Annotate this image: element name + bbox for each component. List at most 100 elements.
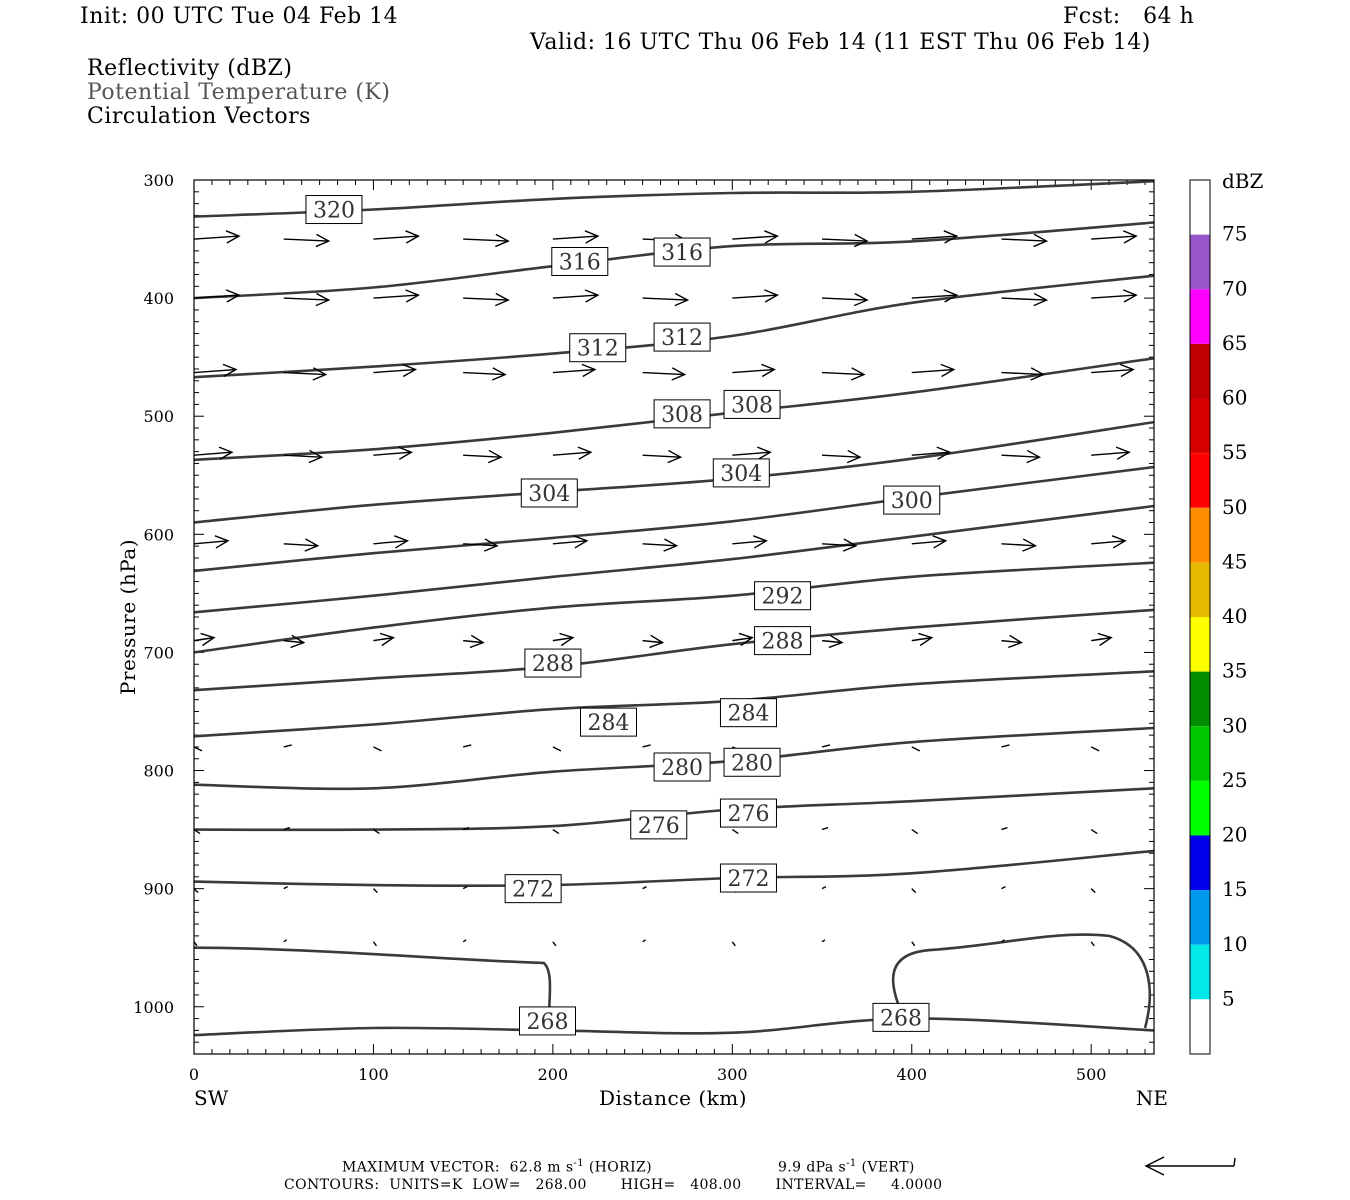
contour-label-box — [524, 648, 582, 678]
circulation-vector — [283, 826, 290, 831]
vector-arrowhead — [469, 634, 485, 649]
circulation-vector — [463, 639, 484, 644]
colorbar-tick-label: 25 — [1222, 768, 1247, 792]
circulation-vector — [463, 543, 498, 547]
circulation-vector — [373, 294, 419, 299]
circulation-vector — [1090, 746, 1100, 752]
vector-arrowhead — [764, 289, 779, 303]
circulation-vector — [731, 941, 736, 947]
vector-arrowhead — [663, 538, 679, 552]
vector-arrowhead — [757, 446, 772, 460]
contour-info: CONTOURS: UNITS=K LOW= 268.00 HIGH= 408.… — [284, 1177, 943, 1193]
contour-292K — [194, 561, 1154, 654]
circulation-vector — [283, 939, 288, 943]
contour-label: 284 — [727, 702, 769, 727]
vector-arrowhead — [846, 449, 862, 464]
vector-arrowhead — [200, 632, 216, 647]
circulation-vector — [283, 371, 326, 376]
circulation-vector — [822, 371, 865, 376]
vector-arrowhead — [402, 363, 418, 378]
circulation-vector — [194, 829, 201, 835]
circulation-vector — [1091, 636, 1112, 642]
contour-label: 308 — [661, 403, 703, 428]
contour-284K — [194, 670, 1154, 738]
contour-label-box — [719, 698, 777, 728]
contour-label: 304 — [528, 482, 570, 507]
contour-label: 316 — [661, 241, 703, 266]
max-vector-line: MAXIMUM VECTOR: 62.8 m s-1 (HORIZ) — [342, 1158, 652, 1176]
contour-label-box — [569, 333, 627, 363]
reference-vector-arrowhead — [1144, 1156, 1165, 1176]
colorbar-tick-label: 10 — [1222, 932, 1247, 956]
circulation-vector — [463, 297, 509, 301]
vector-arrowhead — [315, 292, 331, 307]
colorbar-tick-label: 5 — [1222, 986, 1235, 1010]
contour-label-box — [754, 581, 812, 611]
vector-arrowhead — [559, 632, 575, 647]
circulation-vector — [732, 294, 778, 299]
circulation-vector — [194, 294, 240, 299]
vector-arrowhead — [1026, 449, 1042, 464]
circulation-vector — [642, 639, 663, 644]
vector-arrowhead — [943, 230, 959, 244]
ne-label: NE — [1136, 1086, 1168, 1110]
max-vector-horiz: MAXIMUM VECTOR: 62.8 m s — [342, 1159, 574, 1176]
circulation-vector — [462, 886, 468, 890]
colorbar-bin — [1190, 562, 1210, 617]
horiz-exponent: -1 — [573, 1158, 584, 1169]
vector-arrowhead — [584, 230, 600, 244]
legend-reflectivity: Reflectivity (dBZ) — [87, 56, 293, 81]
circulation-vector — [552, 636, 573, 642]
contour-268K-pocket-left — [194, 946, 552, 1011]
circulation-vector — [283, 639, 304, 644]
vector-arrowhead — [573, 535, 589, 549]
y-tick-label: 700 — [143, 643, 174, 662]
colorbar-bin — [1190, 234, 1210, 290]
circulation-vector — [822, 238, 868, 242]
circulation-vector — [1001, 939, 1005, 943]
contour-label-box — [653, 399, 711, 429]
circulation-vector — [462, 744, 472, 748]
contour-label: 272 — [512, 878, 554, 903]
vector-arrowhead — [667, 449, 683, 464]
contour-label: 272 — [727, 867, 769, 892]
circulation-vector — [463, 371, 506, 376]
contour-268K — [194, 1017, 1154, 1037]
circulation-vector — [552, 941, 557, 947]
contour-label: 312 — [577, 337, 619, 362]
circulation-vector — [732, 368, 775, 374]
vector-arrowhead — [1119, 363, 1135, 378]
vector-arrowhead — [1122, 230, 1138, 244]
colorbar-tick-label: 30 — [1222, 713, 1247, 737]
circulation-vector — [911, 636, 932, 642]
contour-label: 304 — [720, 462, 762, 487]
vector-arrowhead — [671, 367, 687, 381]
vector-arrowhead — [932, 535, 948, 549]
vector-arrowhead — [405, 230, 421, 244]
vector-arrowhead — [738, 632, 754, 647]
circulation-vector — [1001, 543, 1036, 547]
colorbar-bin — [1190, 180, 1210, 235]
max-vector-vert: 9.9 dPa s-1 (VERT) — [778, 1158, 915, 1176]
vert-value: 9.9 dPa s — [778, 1159, 847, 1176]
circulation-vector — [732, 540, 767, 545]
contour-label: 288 — [762, 630, 804, 655]
contour-label-box — [719, 798, 777, 828]
circulation-vector — [642, 543, 677, 547]
contour-label-box — [719, 863, 777, 893]
circulation-vector — [283, 543, 318, 547]
vector-arrowhead — [405, 289, 421, 303]
forecast-hour: Fcst: 64 h — [1063, 4, 1195, 29]
vector-arrowhead — [761, 363, 776, 378]
circulation-vector — [462, 939, 467, 943]
x-axis-label: Distance (km) — [599, 1086, 747, 1110]
contour-label: 280 — [661, 756, 703, 781]
colorbar-bin — [1190, 289, 1210, 344]
contour-label: 312 — [661, 326, 703, 351]
contour-label: 292 — [762, 585, 804, 610]
colorbar-tick-label: 70 — [1222, 276, 1247, 300]
vector-arrowhead — [1097, 632, 1113, 647]
circulation-vector — [373, 540, 408, 545]
plot-frame — [193, 179, 1155, 1055]
vector-arrowhead — [936, 446, 952, 460]
